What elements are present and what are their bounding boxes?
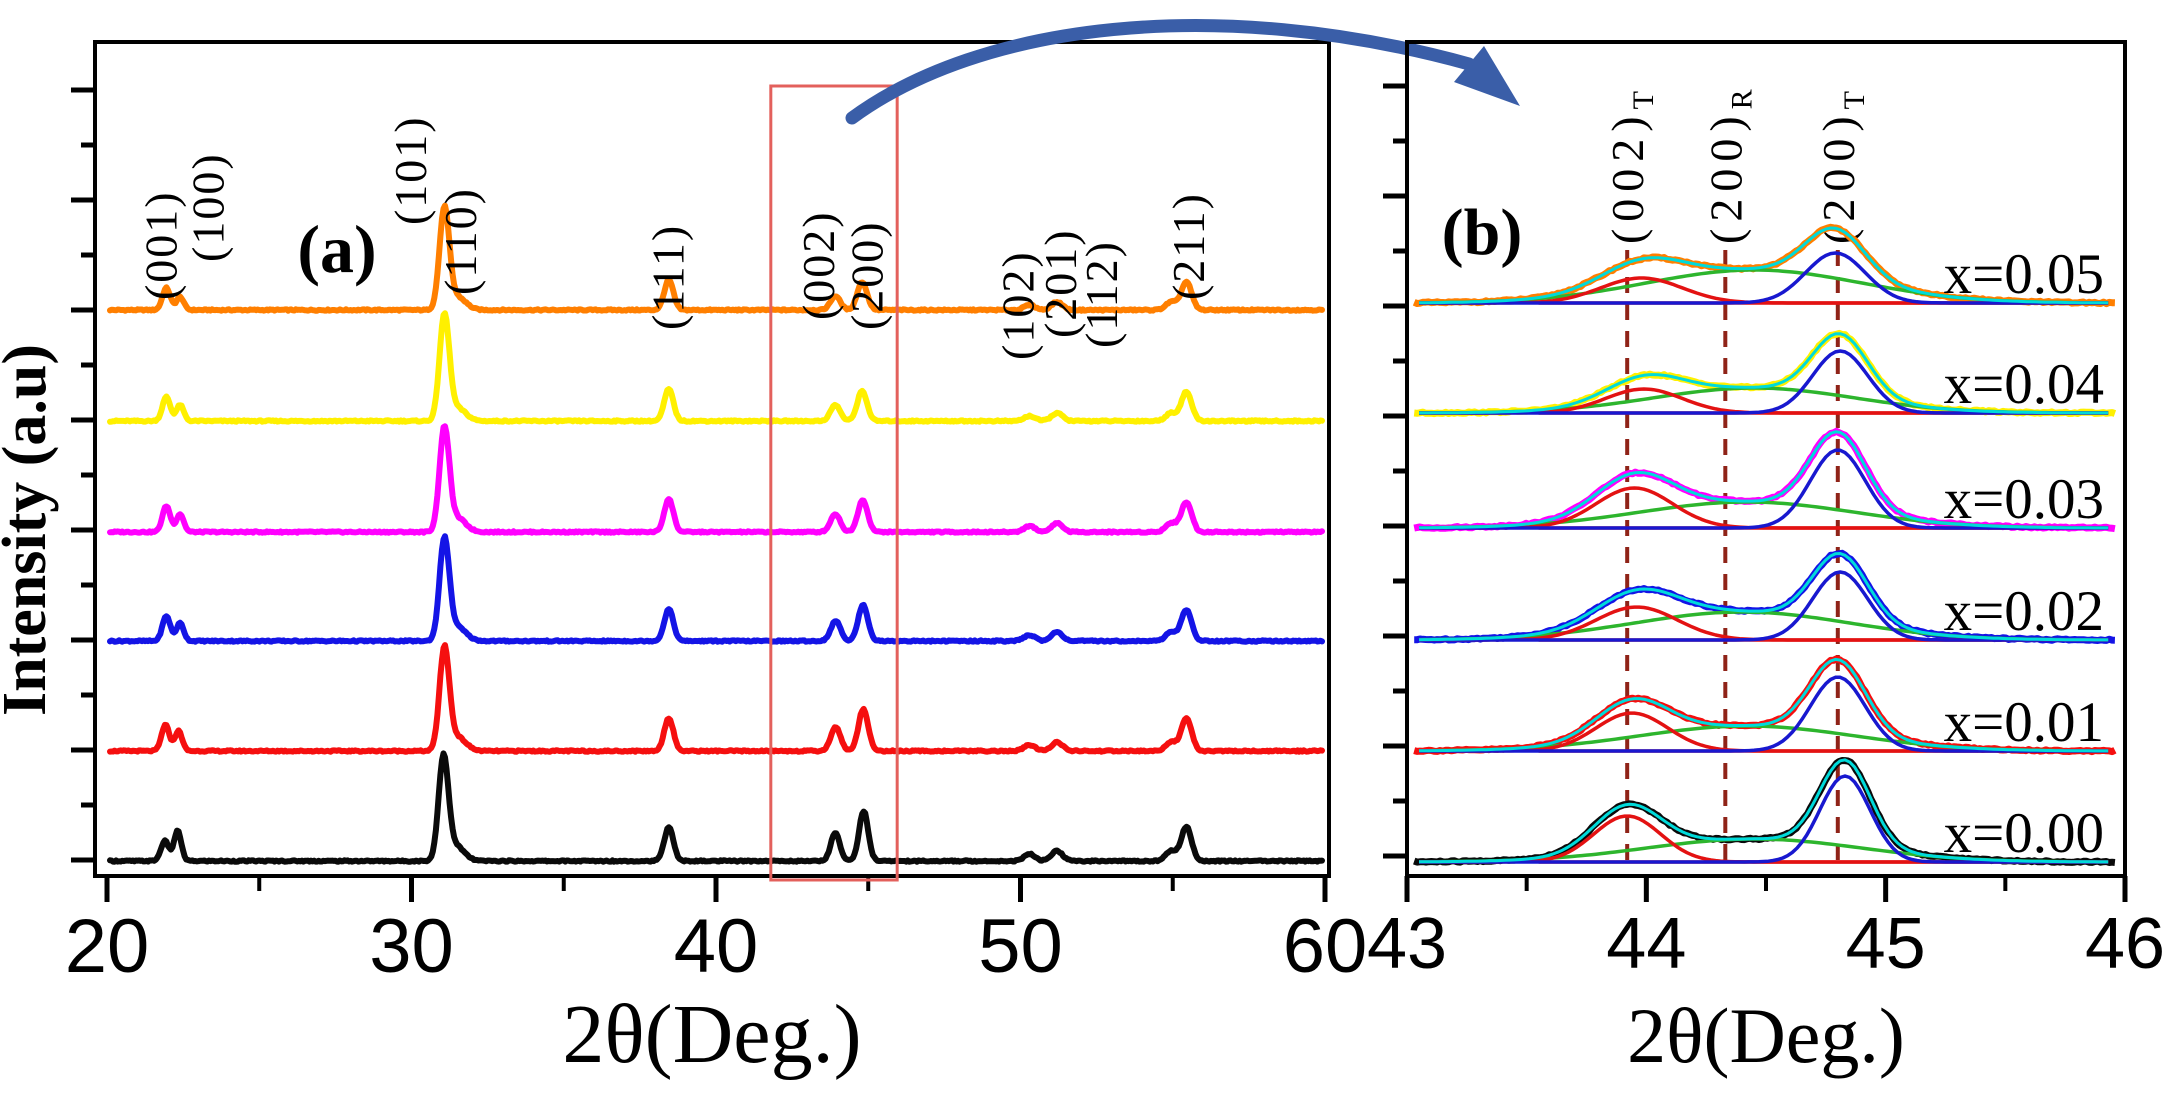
composition-label-x=0.03: x=0.03	[1944, 468, 2104, 531]
composition-label-x=0.01: x=0.01	[1944, 691, 2104, 754]
fit-peak2-x=0.00	[1419, 774, 2109, 864]
panel-a-x-tick-label: 20	[65, 904, 150, 989]
fit-envelope-x=0.05	[1419, 226, 2109, 305]
panel-b-xlabel: 2θ(Deg.)	[1627, 992, 1905, 1079]
composition-label-x=0.05: x=0.05	[1944, 243, 2104, 306]
composition-label-x=0.02: x=0.02	[1944, 580, 2104, 643]
panel-b-x-tick-label: 44	[1606, 904, 1686, 984]
panel-a-ylabel: Intensity (a.u)	[0, 344, 59, 716]
panel-a-peak-label-(001): (001)	[135, 190, 186, 300]
panel-b-tag: (b)	[1442, 196, 1523, 269]
panel-b-x-tick-label: 45	[1846, 904, 1926, 984]
panel-a-curve-x=0.03	[107, 423, 1325, 536]
panel-b-reflection-label-(200)T: (200)T	[1813, 91, 1871, 244]
panel-a-curve-x=0.00	[107, 750, 1325, 865]
fit-envelope-x=0.04	[1419, 332, 2109, 415]
fit-peak2-x=0.05	[1419, 251, 2109, 305]
panel-a-peak-label-(110): (110)	[435, 187, 486, 295]
panel-a-peak-label-(211): (211)	[1163, 192, 1214, 300]
panel-a-x-tick-label: 50	[978, 904, 1063, 989]
highlight-box	[769, 84, 899, 882]
panel-a-peak-label-(102): (102)	[992, 250, 1043, 360]
fit-envelope-x=0.03	[1419, 430, 2109, 530]
panel-a-frame	[93, 40, 1331, 878]
fit-envelope-x=0.02	[1418, 552, 2109, 642]
panel-a-peak-label-(100): (100)	[182, 152, 233, 262]
panel-a-curve-x=0.05	[107, 202, 1325, 314]
panel-a-x-tick-label: 60	[1283, 904, 1368, 989]
panel-a-xlabel: 2θ(Deg.)	[562, 988, 861, 1081]
panel-a-peak-label-(201): (201)	[1035, 228, 1086, 338]
zoom-arrow	[845, 19, 1476, 125]
fit-peak2-x=0.01	[1419, 675, 2109, 753]
fit-peak2-x=0.03	[1419, 448, 2109, 530]
panel-a-tag: (a)	[297, 211, 376, 287]
panel-a-curve-x=0.01	[107, 642, 1325, 755]
fit-peak2-x=0.02	[1419, 570, 2109, 642]
panel-a-curve-x=0.04	[107, 310, 1325, 425]
panel-a-x-tick-label: 30	[369, 904, 454, 989]
fit-envelope-x=0.01	[1418, 657, 2109, 753]
composition-label-x=0.00: x=0.00	[1944, 802, 2104, 865]
panel-b-x-tick-label: 43	[1367, 904, 1447, 984]
panel-a-peak-label-(200): (200)	[842, 220, 893, 330]
panel-b-x-tick-label: 46	[2085, 904, 2165, 984]
panel-a-curve-x=0.02	[107, 533, 1325, 645]
panel-a-peak-label-(112): (112)	[1076, 240, 1127, 348]
panel-a-peak-label-(101): (101)	[385, 115, 436, 225]
fit-envelope-x=0.00	[1419, 758, 2109, 864]
panel-b-reflection-label-(002)T: (002)T	[1602, 91, 1660, 244]
panel-a-peak-label-(111): (111)	[642, 224, 693, 330]
panel-a-x-tick-label: 40	[674, 904, 759, 989]
panel-a-peak-label-(002): (002)	[793, 210, 844, 320]
panel-b-reflection-label-(200)R: (200)R	[1700, 89, 1758, 244]
composition-label-x=0.04: x=0.04	[1944, 353, 2104, 416]
zoom-arrow-head	[1454, 46, 1520, 106]
